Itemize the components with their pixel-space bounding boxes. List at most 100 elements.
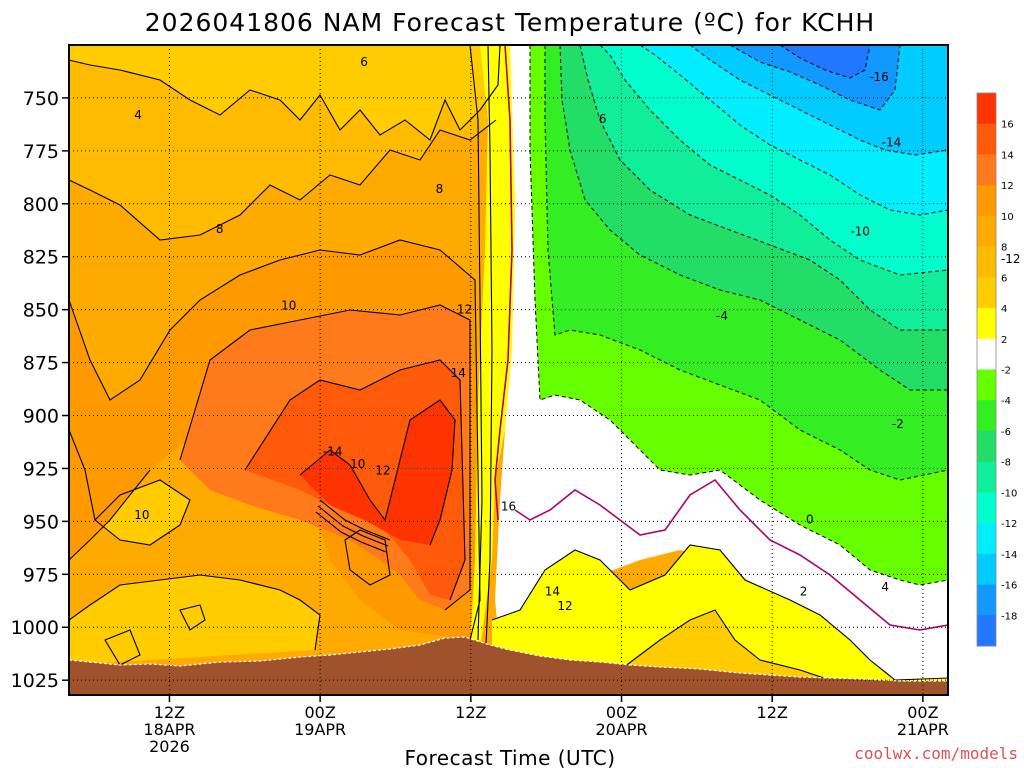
y-tick-label: 900	[23, 406, 59, 428]
contour-warm-1	[69, 45, 501, 141]
colorbar-swatch	[977, 615, 996, 647]
x-tick-label: 12Z	[455, 703, 486, 722]
contour-cold-4	[579, 45, 948, 331]
fill-14to16	[300, 400, 455, 545]
contour-label: -2	[892, 417, 904, 431]
x-axis-label: Forecast Time (UTC)	[404, 746, 615, 768]
x-tick-label: 00Z	[304, 703, 335, 722]
contour-warm-11	[469, 45, 483, 641]
contour-label: -14	[882, 135, 902, 149]
colorbar-swatch	[977, 492, 996, 524]
colorbar-label: 12	[1001, 181, 1014, 192]
temperature-field	[69, 45, 948, 695]
contour-label: 4	[134, 108, 142, 122]
contour-cold-1	[529, 45, 948, 586]
colorbar-label: -14	[1001, 550, 1017, 561]
contour-warm-6	[299, 399, 456, 546]
fill-m18	[780, 45, 870, 78]
x-tick-label: 00Z	[907, 703, 938, 722]
contour-label: -12	[1001, 252, 1021, 266]
contour-label: -10	[850, 224, 870, 238]
colorbar-label: 4	[1001, 304, 1007, 315]
colorbar: 16 14 12 10 8 6 4 2 -2 -4 -6 -8 -10 -12 -14 -16 -18	[976, 92, 1017, 647]
x-tick-label: 12Z	[757, 703, 788, 722]
colorbar-swatch	[977, 461, 996, 493]
colorbar-swatch	[977, 553, 996, 586]
colorbar-label: 2	[1001, 335, 1007, 346]
y-axis: 750 775 800 825 850 875 900 925 950 975 1000 1025	[11, 88, 69, 692]
cold-contours	[529, 45, 948, 586]
contour-cold-3	[559, 45, 948, 391]
contour-label: 12	[375, 464, 390, 478]
y-tick-label: 875	[23, 353, 59, 375]
contour-label: 0	[806, 512, 814, 526]
contour-cold-8	[729, 45, 901, 111]
x-tick-label: 21APR	[897, 720, 949, 739]
colorbar-swatch	[977, 93, 996, 125]
contour-label: 6	[360, 55, 368, 69]
colorbar-swatch	[977, 215, 996, 248]
contour-warm-10	[69, 469, 151, 561]
colorbar-label: -18	[1001, 611, 1017, 622]
contour-label: 14	[451, 366, 466, 380]
contour-zero-2	[514, 478, 948, 631]
x-tick-label: 12Z	[154, 703, 185, 722]
colorbar-label: -6	[1001, 427, 1011, 438]
contour-cold-6	[639, 45, 948, 216]
y-tick-label: 950	[23, 511, 59, 533]
colorbar-frame	[976, 92, 997, 647]
colorbar-swatch	[977, 123, 996, 155]
x-tick-label: 18APR	[143, 720, 195, 739]
contour-label: 4	[881, 580, 889, 594]
contour-warm-12	[485, 45, 493, 646]
colorbar-swatch	[977, 523, 996, 555]
colorbar-swatch	[977, 338, 996, 370]
colorbar-swatch	[977, 400, 996, 432]
colorbar-label: -12	[1001, 519, 1017, 530]
colorbar-swatch	[977, 246, 996, 278]
colorbar-swatch	[977, 584, 996, 616]
gridlines	[69, 45, 948, 695]
colorbar-label: 10	[1001, 212, 1014, 223]
colorbar-label: -10	[1001, 488, 1017, 499]
contour-label: 14	[545, 584, 560, 598]
y-tick-label: 1000	[11, 617, 59, 639]
contour-warm-3	[69, 239, 481, 641]
contour-warm-9	[344, 529, 391, 586]
colorbar-swatch	[977, 185, 996, 217]
contour-label: 8	[436, 182, 444, 196]
y-tick-label: 975	[23, 564, 59, 586]
contour-cold-9	[779, 45, 871, 79]
contour-label: 8	[216, 222, 224, 236]
contour-cold-7	[689, 45, 948, 156]
contour-cold-5	[599, 45, 948, 276]
terrain	[69, 636, 948, 695]
contour-warm-4	[179, 304, 471, 611]
contour-label: -16	[869, 70, 889, 84]
contour-warm-5	[244, 359, 466, 601]
contour-warm-19	[491, 544, 948, 681]
contour-label: 12	[457, 303, 472, 317]
contour-warm-17	[179, 604, 206, 631]
contour-warm-18	[104, 629, 141, 666]
contour-warm-8	[94, 479, 191, 546]
fill-2to4-top	[69, 45, 500, 140]
x-tick-label: 00Z	[606, 703, 637, 722]
contour-cold-2	[544, 45, 948, 481]
colorbar-swatch	[977, 277, 996, 309]
y-tick-label: 800	[23, 194, 59, 216]
contour-label: -14	[323, 445, 343, 459]
warm-contours	[69, 45, 948, 695]
colorbar-label: -2	[1001, 366, 1011, 377]
contour-warm-14	[317, 505, 389, 547]
colorbar-swatch	[977, 430, 996, 463]
contour-warm-13	[319, 499, 391, 541]
plot-frame	[68, 44, 949, 696]
colorbar-swatch	[977, 308, 996, 340]
credit-link[interactable]: coolwx.com/models	[854, 744, 1018, 763]
contour-zero-1	[494, 45, 513, 521]
y-tick-label: 850	[23, 300, 59, 322]
colorbar-label: -8	[1001, 458, 1011, 469]
contour-label: -4	[716, 309, 728, 323]
